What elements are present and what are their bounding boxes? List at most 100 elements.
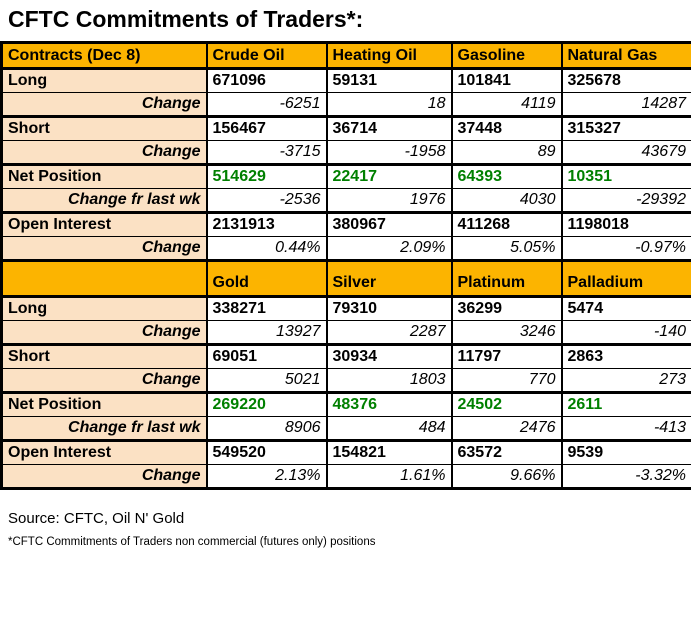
value-cell: 63572 <box>450 439 563 465</box>
row-label: Short <box>0 115 208 141</box>
value-cell: 2.09% <box>325 236 453 261</box>
value-cell: 13927 <box>205 320 328 345</box>
header-heating-oil: Heating Oil <box>325 42 453 69</box>
value-cell: 36299 <box>450 295 563 321</box>
row-metals-oi-change: Change 2.13% 1.61% 9.66% -3.32% <box>0 464 691 489</box>
value-cell: 273 <box>560 368 691 393</box>
row-label: Open Interest <box>0 439 208 465</box>
header-gold: Gold <box>205 259 328 297</box>
value-cell: 325678 <box>560 67 691 93</box>
value-cell: 101841 <box>450 67 563 93</box>
row-metals-net-change: Change fr last wk 8906 484 2476 -413 <box>0 416 691 441</box>
row-metals-short: Short 69051 30934 11797 2863 <box>0 343 691 369</box>
row-energy-net-position: Net Position 514629 22417 64393 10351 <box>0 163 691 189</box>
value-cell: 43679 <box>560 140 691 165</box>
value-cell: 2.13% <box>205 464 328 489</box>
value-cell: 2611 <box>560 391 691 417</box>
row-label: Net Position <box>0 391 208 417</box>
row-label: Open Interest <box>0 211 208 237</box>
value-cell: 24502 <box>450 391 563 417</box>
row-label: Change <box>0 368 208 393</box>
value-cell: 11797 <box>450 343 563 369</box>
header-row-metals: Gold Silver Platinum Palladium <box>0 259 691 297</box>
header-row-energy: Contracts (Dec 8) Crude Oil Heating Oil … <box>0 42 691 69</box>
row-energy-net-change: Change fr last wk -2536 1976 4030 -29392 <box>0 188 691 213</box>
header-contracts: Contracts (Dec 8) <box>0 42 208 69</box>
value-cell: -0.97% <box>560 236 691 261</box>
value-cell: 315327 <box>560 115 691 141</box>
row-label: Change <box>0 140 208 165</box>
header-natural-gas: Natural Gas <box>560 42 691 69</box>
value-cell: 4030 <box>450 188 563 213</box>
header-silver: Silver <box>325 259 453 297</box>
value-cell: 69051 <box>205 343 328 369</box>
value-cell: 269220 <box>205 391 328 417</box>
row-label: Change <box>0 464 208 489</box>
row-energy-short-change: Change -3715 -1958 89 43679 <box>0 140 691 165</box>
footer: Source: CFTC, Oil N' Gold *CFTC Commitme… <box>8 510 691 548</box>
value-cell: 30934 <box>325 343 453 369</box>
value-cell: 1803 <box>325 368 453 393</box>
value-cell: 154821 <box>325 439 453 465</box>
value-cell: 22417 <box>325 163 453 189</box>
row-metals-net-position: Net Position 269220 48376 24502 2611 <box>0 391 691 417</box>
value-cell: 2287 <box>325 320 453 345</box>
row-label: Change <box>0 320 208 345</box>
value-cell: -413 <box>560 416 691 441</box>
value-cell: -29392 <box>560 188 691 213</box>
value-cell: 671096 <box>205 67 328 93</box>
header-palladium: Palladium <box>560 259 691 297</box>
value-cell: 18 <box>325 92 453 117</box>
value-cell: 36714 <box>325 115 453 141</box>
value-cell: 79310 <box>325 295 453 321</box>
row-label: Net Position <box>0 163 208 189</box>
row-label: Long <box>0 67 208 93</box>
row-label: Change fr last wk <box>0 188 208 213</box>
value-cell: 2131913 <box>205 211 328 237</box>
row-metals-long-change: Change 13927 2287 3246 -140 <box>0 320 691 345</box>
row-label: Change fr last wk <box>0 416 208 441</box>
header-blank <box>0 259 208 297</box>
row-metals-open-interest: Open Interest 549520 154821 63572 9539 <box>0 439 691 465</box>
cot-table: Contracts (Dec 8) Crude Oil Heating Oil … <box>0 41 691 490</box>
value-cell: 9539 <box>560 439 691 465</box>
row-energy-short: Short 156467 36714 37448 315327 <box>0 115 691 141</box>
value-cell: 549520 <box>205 439 328 465</box>
value-cell: 5474 <box>560 295 691 321</box>
footnote-text: *CFTC Commitments of Traders non commerc… <box>8 536 376 548</box>
value-cell: 411268 <box>450 211 563 237</box>
value-cell: 338271 <box>205 295 328 321</box>
value-cell: 48376 <box>325 391 453 417</box>
value-cell: -6251 <box>205 92 328 117</box>
value-cell: 9.66% <box>450 464 563 489</box>
source-text: Source: CFTC, Oil N' Gold <box>8 510 185 527</box>
value-cell: 1198018 <box>560 211 691 237</box>
value-cell: 4119 <box>450 92 563 117</box>
value-cell: 37448 <box>450 115 563 141</box>
value-cell: 10351 <box>560 163 691 189</box>
value-cell: 1976 <box>325 188 453 213</box>
value-cell: -140 <box>560 320 691 345</box>
value-cell: 64393 <box>450 163 563 189</box>
page-title: CFTC Commitments of Traders*: <box>8 6 364 32</box>
value-cell: 14287 <box>560 92 691 117</box>
value-cell: 2476 <box>450 416 563 441</box>
row-metals-short-change: Change 5021 1803 770 273 <box>0 368 691 393</box>
row-label: Long <box>0 295 208 321</box>
header-platinum: Platinum <box>450 259 563 297</box>
value-cell: 770 <box>450 368 563 393</box>
row-metals-long: Long 338271 79310 36299 5474 <box>0 295 691 321</box>
value-cell: 2863 <box>560 343 691 369</box>
row-label: Change <box>0 92 208 117</box>
value-cell: 380967 <box>325 211 453 237</box>
value-cell: 1.61% <box>325 464 453 489</box>
row-label: Short <box>0 343 208 369</box>
header-crude-oil: Crude Oil <box>205 42 328 69</box>
row-energy-oi-change: Change 0.44% 2.09% 5.05% -0.97% <box>0 236 691 261</box>
value-cell: 156467 <box>205 115 328 141</box>
value-cell: 8906 <box>205 416 328 441</box>
value-cell: 59131 <box>325 67 453 93</box>
value-cell: 0.44% <box>205 236 328 261</box>
value-cell: -1958 <box>325 140 453 165</box>
row-energy-open-interest: Open Interest 2131913 380967 411268 1198… <box>0 211 691 237</box>
